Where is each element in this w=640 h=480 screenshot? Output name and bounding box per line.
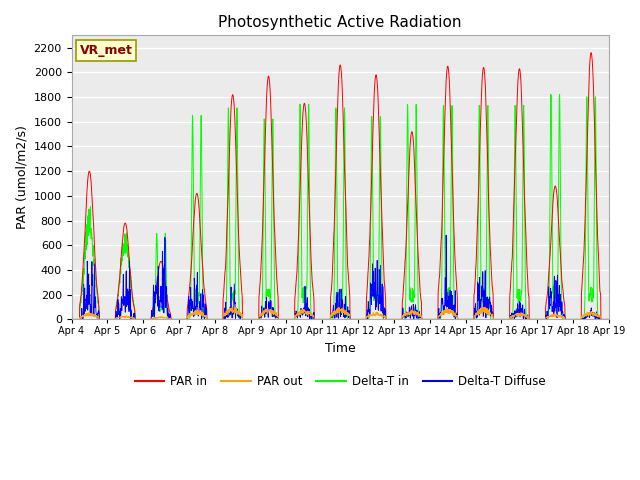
Text: VR_met: VR_met (79, 44, 132, 57)
Title: Photosynthetic Active Radiation: Photosynthetic Active Radiation (218, 15, 462, 30)
X-axis label: Time: Time (325, 342, 356, 355)
Y-axis label: PAR (umol/m2/s): PAR (umol/m2/s) (15, 125, 28, 229)
Legend: PAR in, PAR out, Delta-T in, Delta-T Diffuse: PAR in, PAR out, Delta-T in, Delta-T Dif… (130, 371, 550, 393)
